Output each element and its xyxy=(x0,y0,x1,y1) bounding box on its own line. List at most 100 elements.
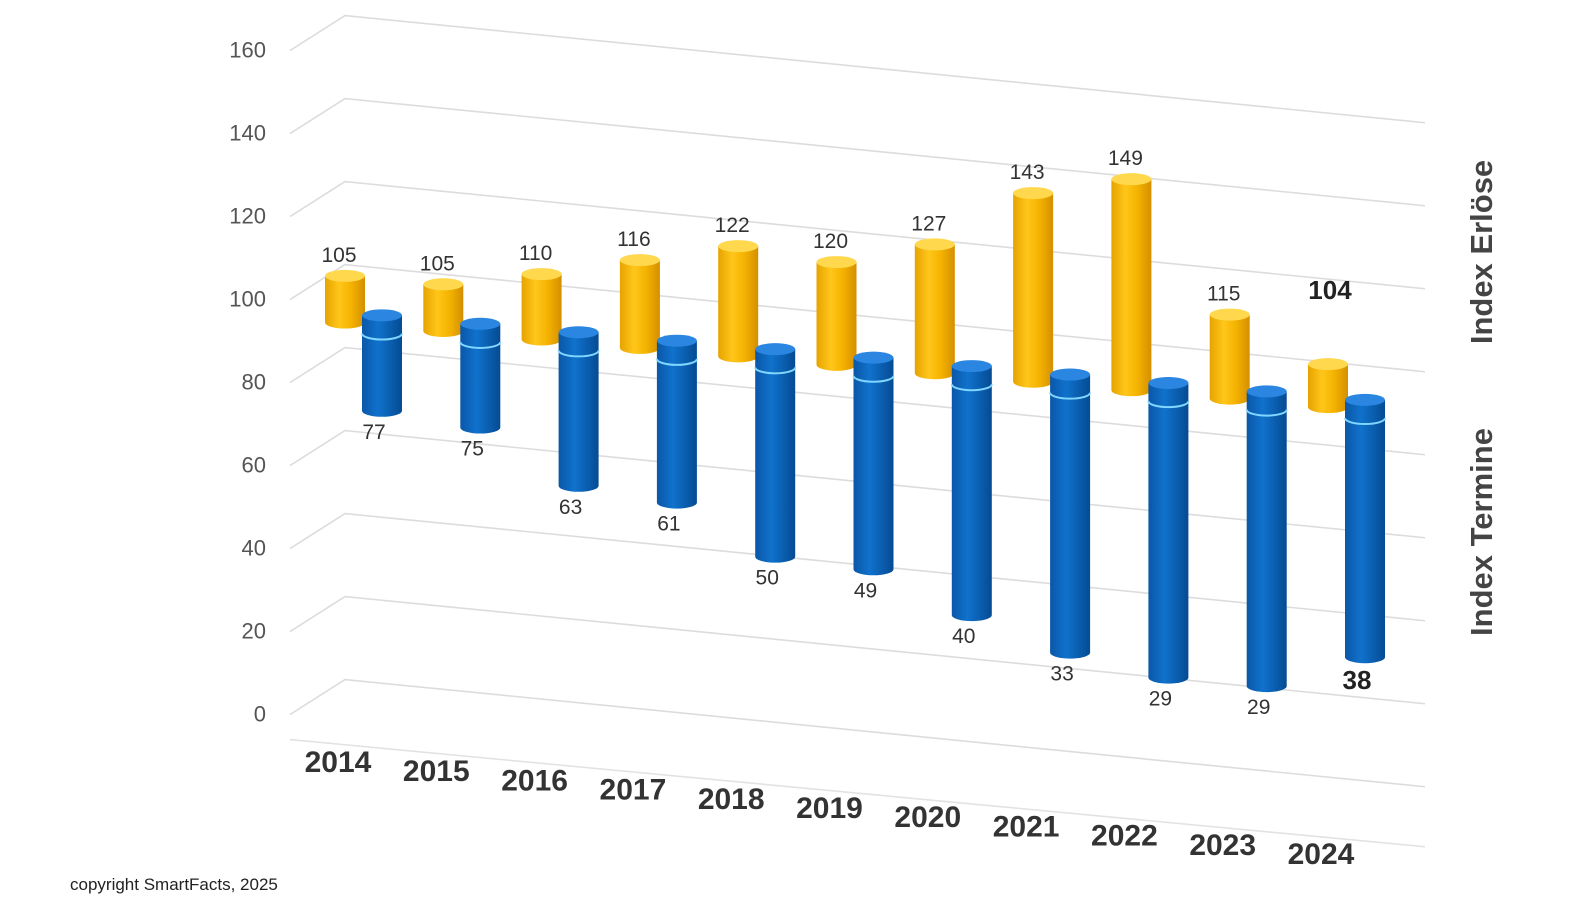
bar-termine-body xyxy=(755,349,796,563)
data-label-termine: 49 xyxy=(854,579,877,602)
bar-erloese xyxy=(1111,173,1152,397)
bar-erloese-top xyxy=(521,268,562,281)
bar-termine-top xyxy=(656,334,697,347)
data-label-termine: 50 xyxy=(756,567,779,590)
x-tick-label: 2016 xyxy=(501,764,568,797)
floor-edge xyxy=(289,738,1426,848)
bar-termine xyxy=(754,343,797,563)
bar-termine-top xyxy=(1050,368,1091,381)
bar-termine xyxy=(361,309,403,417)
data-label-erloese: 116 xyxy=(617,228,650,251)
bar-erloese-top xyxy=(1111,173,1152,186)
gridline xyxy=(289,678,1426,788)
bar-erloese-body xyxy=(423,284,464,337)
bar-erloese xyxy=(1209,308,1250,405)
bar-erloese-body xyxy=(521,274,562,346)
bar-erloese-top xyxy=(619,254,660,267)
bar-termine xyxy=(655,334,698,509)
y-tick-label: 140 xyxy=(229,121,266,146)
bar-erloese-top xyxy=(718,240,759,253)
bar-erloese xyxy=(423,278,464,337)
series-label-erloese: Index Erlöse xyxy=(1464,160,1499,344)
data-label-erloese: 149 xyxy=(1108,147,1143,170)
bar-termine-top xyxy=(460,317,501,330)
bar-erloese xyxy=(816,256,857,371)
gridline xyxy=(289,263,1426,373)
y-tick-label: 80 xyxy=(242,370,266,395)
highlight-line xyxy=(557,350,600,358)
series-label-termine: Index Termine xyxy=(1464,428,1499,636)
y-tick-label: 20 xyxy=(242,619,266,644)
bar-termine-body xyxy=(951,366,992,622)
y-tick-label: 160 xyxy=(229,38,266,63)
bar-termine-top xyxy=(362,309,402,322)
bar-termine-body xyxy=(558,332,599,492)
data-label-termine: 38 xyxy=(1343,665,1372,695)
highlight-line xyxy=(1344,417,1386,426)
highlight-line xyxy=(1147,400,1190,409)
bar-erloese-top xyxy=(816,256,857,269)
gridline xyxy=(289,595,1426,705)
bar-erloese-body xyxy=(1209,314,1250,405)
x-tick-label: 2017 xyxy=(600,774,667,807)
bar-termine-top xyxy=(1148,376,1189,389)
y-tick-label: 60 xyxy=(242,453,266,478)
data-label-termine: 33 xyxy=(1050,663,1073,686)
bar-erloese-body xyxy=(1308,364,1348,414)
highlight-line xyxy=(459,341,502,349)
bar-termine-top xyxy=(755,343,796,356)
data-label-termine: 29 xyxy=(1149,688,1172,711)
bar-erloese xyxy=(521,268,562,346)
data-label-termine: 29 xyxy=(1247,696,1270,719)
x-tick-label: 2014 xyxy=(305,746,372,779)
bar-termine xyxy=(1344,393,1386,664)
bar-erloese-top xyxy=(914,238,955,251)
series-labels: Index Erlöse Index Termine xyxy=(1464,160,1499,636)
bar-termine xyxy=(459,317,502,434)
data-label-erloese: 120 xyxy=(813,230,848,253)
bar-erloese-top xyxy=(1209,308,1250,321)
y-tick-label: 40 xyxy=(242,536,266,561)
bar-termine xyxy=(1245,385,1288,693)
bar-erloese-body xyxy=(914,244,955,380)
bar-erloese-body xyxy=(1111,179,1152,397)
highlight-line xyxy=(655,358,698,366)
bar-termine-body xyxy=(1345,399,1385,664)
data-label-erloese: 110 xyxy=(519,242,552,265)
bar-erloese-body xyxy=(619,260,660,354)
y-tick-label: 100 xyxy=(229,287,266,312)
bar-termine-body xyxy=(460,323,501,434)
bar-termine-top xyxy=(558,326,599,339)
bar-erloese-top xyxy=(325,269,365,282)
y-tick-label: 120 xyxy=(229,204,266,229)
bar-termine-body xyxy=(1148,382,1189,684)
gridlines xyxy=(289,14,1426,848)
bar-erloese-body xyxy=(718,246,759,363)
data-label-erloese: 143 xyxy=(1010,161,1045,184)
x-tick-label: 2021 xyxy=(993,810,1060,843)
x-tick-label: 2018 xyxy=(698,783,765,816)
data-label-erloese: 105 xyxy=(321,244,356,267)
gridline xyxy=(289,14,1426,124)
bar-erloese xyxy=(619,254,660,354)
x-tick-label: 2022 xyxy=(1091,820,1158,853)
data-label-erloese: 105 xyxy=(420,252,455,275)
data-label-termine: 40 xyxy=(952,625,975,648)
bar-termine xyxy=(1049,368,1092,659)
bar-termine-top xyxy=(853,351,894,364)
x-axis-labels: 2014 2015 2016 2017 2018 2019 2020 2021 2022 2023… xyxy=(305,746,1355,871)
y-tick-label: 0 xyxy=(254,702,266,727)
bar-termine-body xyxy=(656,340,697,509)
data-label-erloese: 127 xyxy=(911,212,946,235)
bar-termine xyxy=(557,326,600,492)
data-label-erloese: 122 xyxy=(715,214,750,237)
bar-termine-top xyxy=(951,360,992,373)
bar-erloese xyxy=(1013,187,1054,388)
data-label-erloese: 115 xyxy=(1207,283,1240,306)
bar-erloese xyxy=(718,240,759,363)
bar-termine-body xyxy=(1050,374,1091,659)
data-label-termine: 61 xyxy=(657,513,680,536)
data-label-erloese: 104 xyxy=(1308,275,1352,305)
x-tick-label: 2020 xyxy=(894,801,961,834)
